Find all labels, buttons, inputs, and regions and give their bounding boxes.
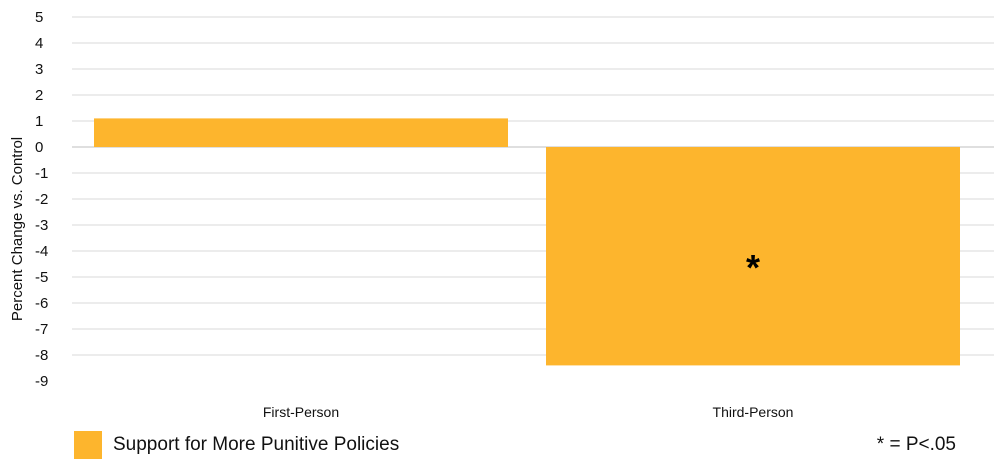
x-tick-label: Third-Person (713, 404, 794, 420)
legend-label: Support for More Punitive Policies (113, 434, 400, 455)
y-tick-label: -5 (35, 269, 48, 286)
x-tick-label: First-Person (263, 404, 339, 420)
legend-swatch (74, 431, 102, 459)
y-tick-label: 0 (35, 139, 43, 156)
y-tick-label: -9 (35, 373, 48, 390)
y-tick-label: 4 (35, 35, 43, 52)
bars (94, 118, 960, 366)
legend: Support for More Punitive Policies (74, 430, 399, 460)
y-tick-label: 1 (35, 113, 43, 130)
significance-footnote: * = P<.05 (876, 434, 956, 455)
y-tick-label: 2 (35, 87, 43, 104)
y-axis-ticks: 5 4 3 2 1 0 -1 -2 -3 -4 -5 -6 -7 -8 -9 (35, 9, 48, 390)
y-tick-label: 3 (35, 61, 43, 78)
y-tick-label: -3 (35, 217, 48, 234)
y-tick-label: 5 (35, 9, 43, 26)
y-axis-label: Percent Change vs. Control (9, 137, 26, 321)
x-axis-ticks: First-Person Third-Person (263, 404, 794, 420)
y-tick-label: -8 (35, 347, 48, 364)
y-tick-label: -1 (35, 165, 48, 182)
annotations: * (746, 247, 760, 288)
significance-asterisk: * (746, 247, 760, 288)
y-tick-label: -6 (35, 295, 48, 312)
y-tick-label: -2 (35, 191, 48, 208)
bar-first-person (94, 118, 508, 147)
y-tick-label: -4 (35, 243, 48, 260)
y-tick-label: -7 (35, 321, 48, 338)
bar-third-person (546, 147, 960, 366)
